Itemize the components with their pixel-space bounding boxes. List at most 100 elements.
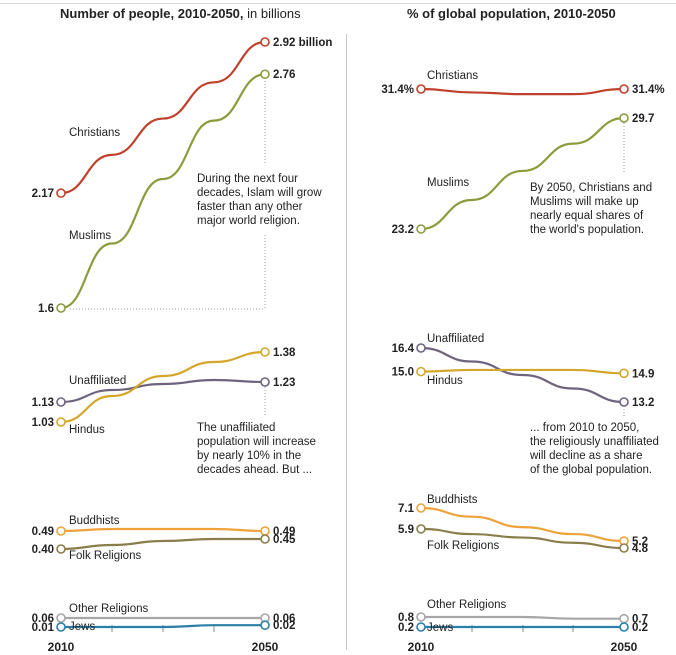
left-marker-start-unaffiliated	[56, 397, 66, 407]
right-series-label-muslims: Muslims	[427, 177, 469, 189]
left-start-label-muslims: 1.6	[38, 303, 54, 315]
left-start-label-folk-religions: 0.40	[32, 544, 54, 556]
right-start-label-buddhists: 7.1	[398, 503, 415, 515]
left-line-unaffiliated	[60, 378, 266, 404]
left-marker-start-jews	[56, 622, 66, 632]
right-series-label-unaffiliated: Unaffiliated	[427, 333, 484, 345]
left-start-label-jews: 0.01	[32, 622, 55, 634]
right-series-label-hindus: Hindus	[427, 375, 463, 387]
left-marker-end-folk-religions	[260, 534, 270, 544]
right-end-label-folk-religions: 4.8	[632, 543, 649, 555]
left-series-label-folk-religions: Folk Religions	[69, 550, 141, 562]
right-series-label-buddhists: Buddhists	[427, 494, 478, 506]
right-line-buddhists	[420, 506, 625, 543]
right-line-other-religions	[421, 615, 624, 620]
right-line-christians	[420, 87, 625, 96]
left-x-tick-label-2050: 2050	[252, 640, 279, 654]
left-series-label-jews: Jews	[69, 621, 95, 633]
left-series-label-muslims: Muslims	[69, 230, 111, 242]
left-start-label-buddhists: 0.49	[32, 526, 54, 538]
left-line-christians	[60, 40, 266, 195]
left-end-label-jews: 0.02	[273, 620, 295, 632]
right-start-label-muslims: 23.2	[392, 224, 414, 236]
left-marker-start-muslims	[56, 303, 66, 313]
left-chart-title: Number of people, 2010-2050, in billions	[60, 6, 301, 21]
right-end-label-other-religions: 0.7	[632, 614, 648, 626]
right-series-label-jews: Jews	[427, 622, 453, 634]
left-marker-end-jews	[260, 620, 270, 631]
left-start-label-other-religions: 0.06	[32, 613, 54, 625]
left-end-label-folk-religions: 0.45	[273, 534, 296, 546]
right-end-label-muslims: 29.7	[632, 113, 654, 125]
left-series-label-buddhists: Buddhists	[69, 515, 120, 527]
left-marker-end-buddhists	[260, 526, 270, 536]
right-x-tick-label-2010: 2010	[408, 640, 435, 654]
left-start-label-christians: 2.17	[32, 188, 54, 200]
left-marker-start-buddhists	[56, 526, 66, 536]
left-start-label-unaffiliated: 1.13	[32, 397, 54, 409]
right-line-hindus	[420, 368, 625, 375]
left-series-label-hindus: Hindus	[69, 424, 105, 436]
left-line-hindus	[60, 350, 266, 424]
right-start-label-unaffiliated: 16.4	[392, 343, 415, 355]
right-marker-start-other-religions	[416, 612, 426, 622]
left-marker-start-folk-religions	[56, 544, 66, 554]
left-end-label-other-religions: 0.06	[273, 613, 295, 625]
right-marker-end-hindus	[619, 368, 629, 379]
left-start-label-hindus: 1.03	[32, 417, 54, 429]
right-end-label-jews: 0.2	[632, 622, 648, 634]
right-start-label-jews: 0.2	[398, 622, 414, 634]
right-end-label-hindus: 14.9	[632, 368, 654, 380]
left-series-label-unaffiliated: Unaffiliated	[69, 375, 126, 387]
left-x-tick-label-2010: 2010	[48, 640, 75, 654]
right-marker-end-jews	[619, 622, 629, 632]
left-annotation-islam: During the next four decades, Islam will…	[197, 173, 322, 227]
right-annotation-share: By 2050, Christians and Muslims will mak…	[530, 182, 653, 236]
left-end-label-buddhists: 0.49	[273, 526, 295, 538]
right-marker-start-muslims	[416, 224, 426, 234]
left-line-muslims	[60, 73, 266, 310]
right-marker-end-folk-religions	[619, 543, 629, 553]
left-marker-end-hindus	[260, 347, 270, 357]
right-end-label-unaffiliated: 13.2	[632, 397, 654, 409]
right-start-label-folk-religions: 5.9	[398, 524, 414, 536]
right-end-label-christians: 31.4%	[632, 84, 665, 96]
left-series-label-christians: Christians	[69, 127, 120, 139]
right-line-folk-religions	[420, 527, 625, 550]
right-start-label-christians: 31.4%	[381, 84, 414, 96]
panel-divider	[346, 34, 347, 650]
left-marker-start-hindus	[56, 417, 66, 427]
top-border	[0, 3, 676, 4]
right-annotation-unaffiliated: ... from 2010 to 2050, the religiously u…	[530, 422, 659, 476]
right-marker-start-christians	[416, 84, 426, 94]
left-end-label-hindus: 1.38	[273, 347, 296, 359]
right-series-label-other-religions: Other Religions	[427, 599, 507, 611]
left-marker-start-other-religions	[56, 613, 66, 623]
left-marker-end-unaffiliated	[260, 377, 270, 387]
right-line-muslims	[420, 116, 625, 231]
right-series-label-christians: Christians	[427, 70, 478, 82]
right-marker-start-folk-religions	[416, 524, 426, 534]
left-annotation-unaffiliated: The unaffiliated population will increas…	[197, 422, 316, 476]
left-title-suffix: in billions	[247, 6, 301, 21]
left-end-label-christians: 2.92 billion	[273, 37, 332, 49]
right-marker-start-hindus	[416, 366, 426, 377]
left-end-label-muslims: 2.76	[273, 69, 295, 81]
left-marker-start-christians	[56, 188, 66, 198]
right-marker-end-other-religions	[619, 613, 629, 624]
right-marker-end-unaffiliated	[619, 397, 629, 407]
left-end-label-unaffiliated: 1.23	[273, 377, 295, 389]
right-end-label-buddhists: 5.2	[632, 536, 648, 548]
left-line-jews	[61, 624, 265, 629]
right-x-tick-label-2050: 2050	[611, 640, 638, 654]
left-marker-end-christians	[260, 37, 270, 47]
right-marker-start-jews	[416, 622, 426, 632]
right-line-unaffiliated	[420, 346, 625, 404]
right-marker-start-unaffiliated	[416, 343, 426, 353]
left-marker-end-muslims	[260, 69, 270, 80]
right-marker-end-muslims	[619, 113, 629, 123]
left-series-label-other-religions: Other Religions	[69, 603, 149, 615]
right-marker-start-buddhists	[416, 503, 426, 513]
left-line-buddhists	[60, 527, 266, 533]
